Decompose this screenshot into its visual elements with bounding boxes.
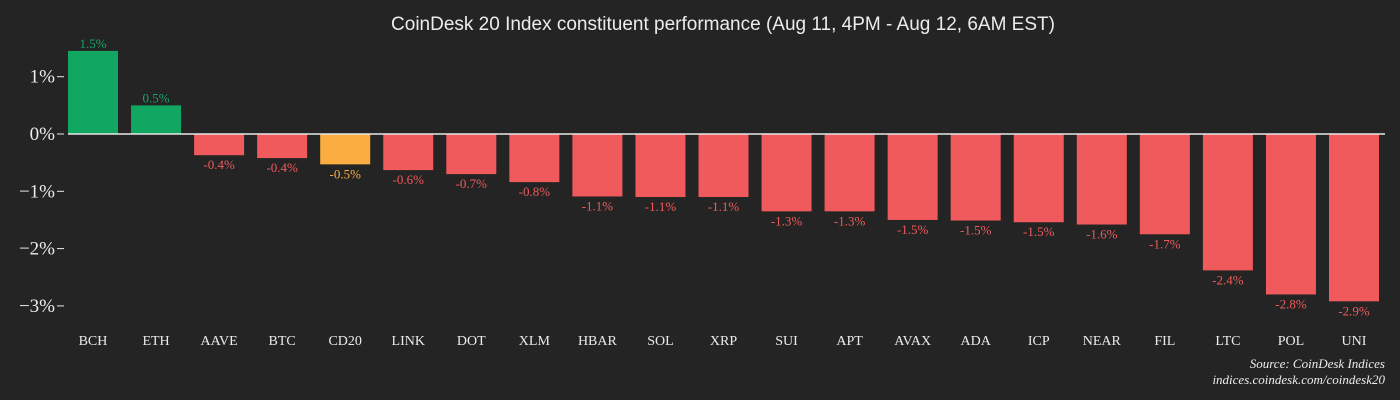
chart-title: CoinDesk 20 Index constituent performanc… bbox=[391, 14, 1055, 35]
data-labels: 1.5% 0.5% -0.4% -0.4% -0.5% -0.6% -0.7% -0.8% -1… bbox=[79, 36, 1369, 318]
x-tick-label: ICP bbox=[1028, 334, 1050, 349]
x-tick-label: SUI bbox=[775, 334, 798, 349]
data-label-sui: -1.3% bbox=[771, 213, 803, 228]
data-label-icp: -1.5% bbox=[1023, 224, 1055, 239]
data-label-near: -1.6% bbox=[1086, 227, 1118, 242]
x-tick-label: BCH bbox=[79, 334, 108, 349]
data-label-pol: -2.8% bbox=[1275, 296, 1307, 311]
bar-eth bbox=[131, 105, 182, 134]
x-tick-label: DOT bbox=[457, 334, 486, 349]
x-tick-label: UNI bbox=[1342, 334, 1367, 349]
x-tick-label: CD20 bbox=[328, 334, 361, 349]
data-label-bch: 1.5% bbox=[79, 36, 106, 51]
bar-apt bbox=[824, 134, 875, 212]
data-label-btc: -0.4% bbox=[266, 160, 298, 175]
y-tick-label: −3% bbox=[19, 296, 55, 317]
x-tick-label: LINK bbox=[392, 334, 425, 349]
data-label-eth: 0.5% bbox=[143, 90, 170, 105]
data-label-sol: -1.1% bbox=[645, 199, 677, 214]
x-tick-label: NEAR bbox=[1083, 334, 1122, 349]
x-tick-label: ADA bbox=[961, 334, 992, 349]
x-tick-label: APT bbox=[836, 334, 863, 349]
source-url: indices.coindesk.com/coindesk20 bbox=[1212, 372, 1385, 387]
bar-link bbox=[383, 134, 434, 171]
data-label-aave: -0.4% bbox=[203, 157, 235, 172]
bar-xlm bbox=[509, 134, 560, 183]
bar-avax bbox=[887, 134, 938, 220]
bar-series bbox=[68, 50, 1379, 302]
x-tick-label: SOL bbox=[647, 334, 673, 349]
bar-sol bbox=[635, 134, 686, 198]
bar-btc bbox=[257, 134, 308, 159]
x-tick-label: XRP bbox=[710, 334, 737, 349]
data-label-dot: -0.7% bbox=[456, 176, 488, 191]
bar-pol bbox=[1265, 134, 1316, 295]
x-tick-label: AAVE bbox=[201, 334, 238, 349]
x-tick-label: ETH bbox=[142, 334, 169, 349]
x-tick-label: POL bbox=[1278, 334, 1304, 349]
x-axis: BCH ETH AAVE BTC CD20 LINK DOT XLM HBAR SOL XRP SUI… bbox=[79, 334, 1367, 349]
bar-ltc bbox=[1202, 134, 1253, 271]
source-credit: Source: CoinDesk Indices bbox=[1250, 356, 1385, 371]
bar-icp bbox=[1013, 134, 1064, 223]
data-label-xrp: -1.1% bbox=[708, 199, 740, 214]
data-label-hbar: -1.1% bbox=[582, 198, 614, 213]
data-label-xlm: -0.8% bbox=[519, 184, 551, 199]
bar-uni bbox=[1329, 134, 1379, 302]
data-label-uni: -2.9% bbox=[1338, 303, 1370, 318]
data-label-avax: -1.5% bbox=[897, 222, 929, 237]
bar-cd20 bbox=[320, 134, 371, 165]
x-tick-label: LTC bbox=[1215, 334, 1240, 349]
y-axis: 1% 0% −1% −2% −3% bbox=[19, 67, 64, 317]
bar-xrp bbox=[698, 134, 749, 198]
data-label-cd20: -0.5% bbox=[329, 166, 361, 181]
y-tick-label: 0% bbox=[30, 124, 56, 145]
bar-bch bbox=[68, 50, 118, 134]
data-label-fil: -1.7% bbox=[1149, 236, 1181, 251]
bar-ada bbox=[950, 134, 1001, 221]
x-tick-label: BTC bbox=[269, 334, 296, 349]
bar-fil bbox=[1139, 134, 1190, 235]
x-tick-label: FIL bbox=[1154, 334, 1175, 349]
y-tick-label: −1% bbox=[19, 181, 55, 202]
data-label-link: -0.6% bbox=[393, 172, 425, 187]
bar-sui bbox=[761, 134, 812, 212]
data-label-ltc: -2.4% bbox=[1212, 272, 1244, 287]
y-tick-label: 1% bbox=[30, 67, 56, 88]
data-label-ada: -1.5% bbox=[960, 223, 992, 238]
x-tick-label: AVAX bbox=[894, 334, 931, 349]
bar-near bbox=[1076, 134, 1127, 225]
bar-dot bbox=[446, 134, 497, 175]
x-tick-label: XLM bbox=[519, 334, 551, 349]
y-tick-label: −2% bbox=[19, 239, 55, 260]
bar-aave bbox=[194, 134, 245, 156]
data-label-apt: -1.3% bbox=[834, 213, 866, 228]
x-tick-label: HBAR bbox=[578, 334, 618, 349]
bar-hbar bbox=[572, 134, 623, 197]
